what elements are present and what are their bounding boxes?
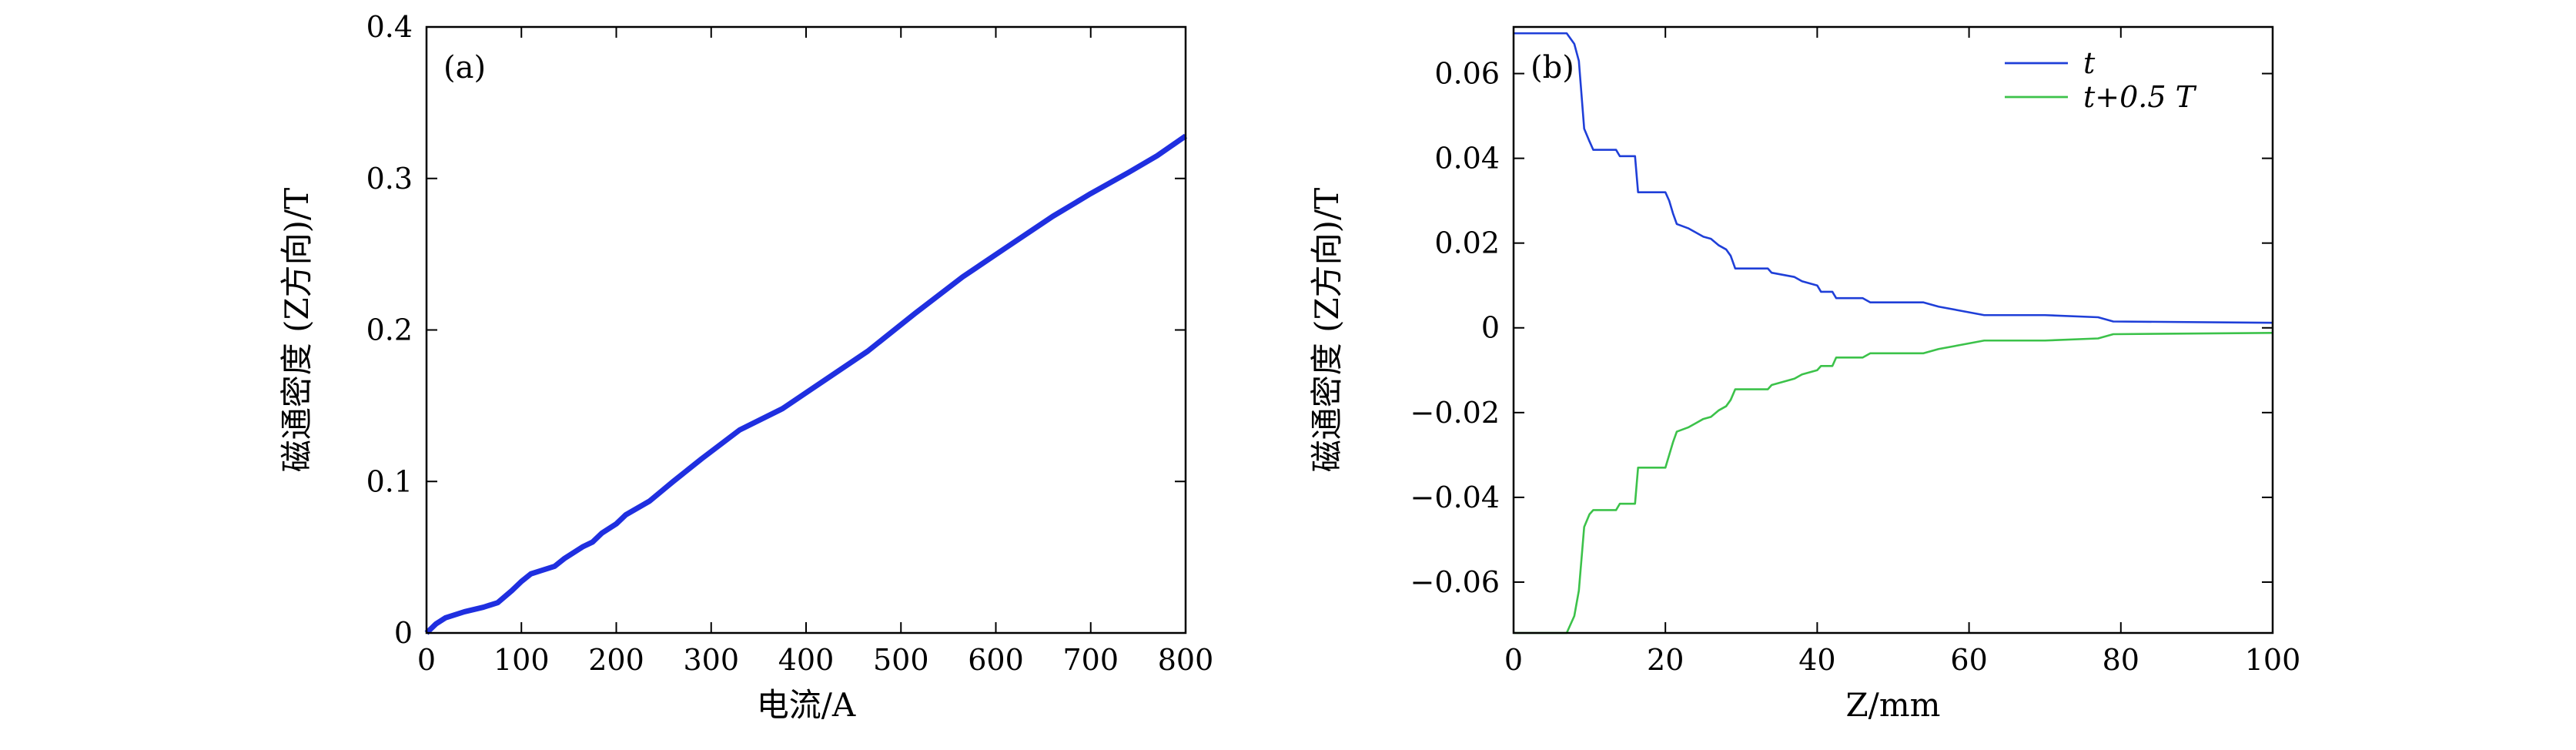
x-tick-label: 0 xyxy=(1504,643,1523,677)
y-axis-label: 磁通密度 (Z方向)/T xyxy=(278,188,316,472)
chart-panel-b: 0 20 40 60 80 100 0.06 0.04 0.02 0 −0.02 −0.04 −0.06… xyxy=(1308,25,2301,724)
x-tick-label: 600 xyxy=(968,643,1024,677)
x-tick-label: 0 xyxy=(417,643,436,677)
y-tick-label: 0.02 xyxy=(1434,226,1500,260)
x-tick-label: 60 xyxy=(1950,643,1987,677)
chart-panel-a: 0 100 200 300 400 500 600 700 800 0 0.1 0.2 0.3 0.4 (a… xyxy=(278,10,1213,724)
y-tick-label: 0.4 xyxy=(366,10,413,44)
x-tick-label: 400 xyxy=(778,643,835,677)
x-tick-label: 800 xyxy=(1158,643,1214,677)
y-axis-label: 磁通密度 (Z方向)/T xyxy=(1308,188,1346,472)
series-line-0-0 xyxy=(424,133,1187,635)
x-axis-label: Z/mm xyxy=(1846,686,1941,724)
x-tick-label: 40 xyxy=(1798,643,1835,677)
y-tick-label: 0.1 xyxy=(366,464,413,498)
panel-label: (a) xyxy=(443,50,486,85)
panel-label: (b) xyxy=(1531,50,1574,85)
x-axis-label: 电流/A xyxy=(757,686,856,724)
plot-frame xyxy=(1512,25,2274,634)
y-tick-label: 0.2 xyxy=(366,313,413,347)
x-tick-label: 20 xyxy=(1647,643,1684,677)
y-tick-label: −0.04 xyxy=(1410,480,1500,514)
x-tick-label: 80 xyxy=(2103,643,2139,677)
x-tick-label: 100 xyxy=(2245,643,2301,677)
y-tick-label: −0.02 xyxy=(1410,396,1500,430)
y-tick-label: 0 xyxy=(1481,311,1500,345)
series-line-1-1 xyxy=(1514,332,2273,634)
y-tick-label: 0.06 xyxy=(1434,57,1500,91)
x-tick-label: 100 xyxy=(493,643,550,677)
legend-label-1: t+0.5 T xyxy=(2083,80,2197,114)
y-tick-label: −0.06 xyxy=(1410,565,1500,599)
y-tick-label: 0.3 xyxy=(366,162,413,196)
y-tick-label: 0.04 xyxy=(1434,142,1500,176)
x-tick-label: 700 xyxy=(1062,643,1119,677)
x-tick-label: 200 xyxy=(588,643,644,677)
plot-frame xyxy=(425,25,1187,634)
x-tick-label: 300 xyxy=(683,643,739,677)
series-line-1-0 xyxy=(1514,32,2273,324)
y-tick-label: 0 xyxy=(394,616,413,650)
x-tick-label: 500 xyxy=(873,643,929,677)
legend-label-0: t xyxy=(2083,46,2096,80)
